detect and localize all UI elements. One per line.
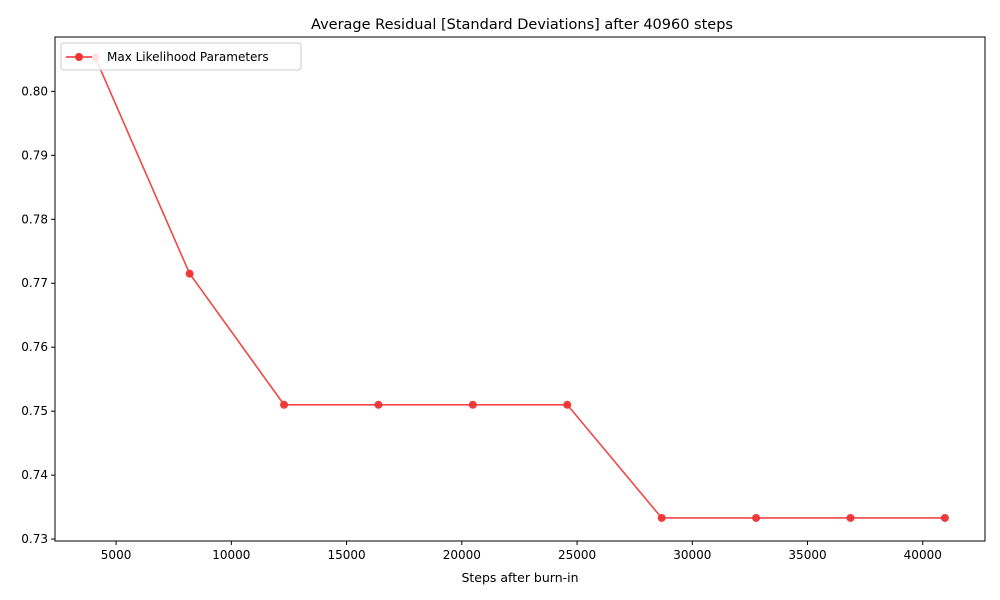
y-tick-label: 0.80 (21, 84, 48, 98)
data-point (846, 513, 855, 522)
x-tick-label: 10000 (212, 548, 250, 562)
y-tick-label: 0.78 (21, 212, 48, 226)
x-tick-label: 25000 (558, 548, 596, 562)
data-point (563, 400, 572, 409)
x-tick-label: 35000 (788, 548, 826, 562)
data-point (280, 400, 289, 409)
plot-area (54, 36, 986, 542)
data-point (940, 513, 949, 522)
y-tick-label: 0.75 (21, 404, 48, 418)
legend: Max Likelihood Parameters (60, 42, 302, 71)
data-point (185, 269, 194, 278)
y-tick-label: 0.73 (21, 532, 48, 546)
chart-title: Average Residual [Standard Deviations] a… (311, 17, 733, 33)
x-tick-label: 20000 (443, 548, 481, 562)
data-point (468, 400, 477, 409)
x-axis-label: Steps after burn-in (461, 570, 578, 585)
y-tick-label: 0.79 (21, 148, 48, 162)
series-line (94, 57, 945, 519)
x-tick-label: 40000 (904, 548, 942, 562)
x-tick-label: 5000 (101, 548, 132, 562)
x-tick-label: 30000 (673, 548, 711, 562)
y-tick-label: 0.76 (21, 340, 48, 354)
data-point (374, 400, 383, 409)
legend-box (60, 42, 302, 71)
legend-marker-swatch (75, 53, 83, 61)
y-tick-label: 0.77 (21, 276, 48, 290)
legend-entry-label: Max Likelihood Parameters (107, 50, 269, 64)
y-axis: 0.73 0.74 0.75 0.76 0.77 0.78 0.79 0.80 (21, 84, 55, 546)
data-point (657, 513, 666, 522)
x-tick-label: 15000 (327, 548, 365, 562)
x-axis: 5000 10000 15000 20000 25000 30000 35000 40000 (101, 541, 942, 562)
plot-frame (54, 36, 986, 542)
data-point (752, 513, 761, 522)
y-tick-label: 0.74 (21, 468, 48, 482)
series-layer (91, 53, 949, 522)
